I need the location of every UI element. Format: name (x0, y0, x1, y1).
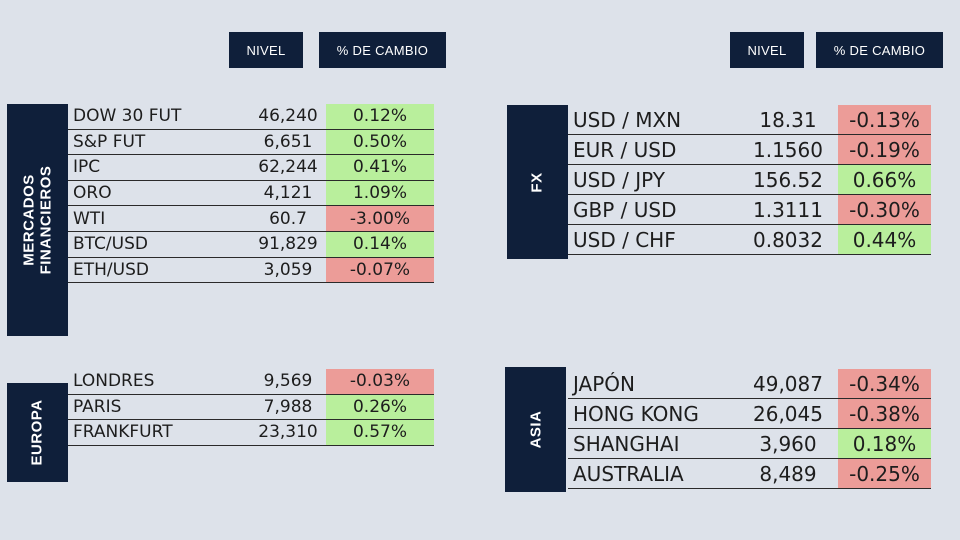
table-row: DOW 30 FUT 46,240 0.12% (68, 104, 434, 130)
ticker-name: JAPÓN (573, 371, 635, 396)
table-row: IPC 62,244 0.41% (68, 155, 434, 181)
section-label-asia: ASIA (505, 367, 566, 492)
table-row: ORO 4,121 1.09% (68, 180, 434, 207)
ticker-change: 0.26% (326, 394, 434, 420)
ticker-level: 0.8032 (753, 227, 823, 252)
ticker-name: BTC/USD (73, 234, 148, 255)
ticker-name: HONG KONG (573, 401, 699, 426)
section-label-asia-text: ASIA (527, 410, 544, 449)
section-label-fx-text: FX (528, 171, 546, 193)
ticker-name: PARIS (73, 396, 122, 417)
ticker-change: -3.00% (326, 206, 434, 231)
ticker-change: 0.44% (838, 225, 931, 254)
table-row: BTC/USD 91,829 0.14% (68, 231, 434, 258)
ticker-change: 0.41% (326, 155, 434, 180)
ticker-change: -0.19% (838, 135, 931, 164)
ticker-name: WTI (73, 208, 106, 229)
ticker-change: 0.50% (326, 129, 434, 155)
ticker-change: 0.12% (326, 104, 434, 129)
ticker-change: -0.38% (838, 399, 931, 428)
ticker-level: 4,121 (263, 183, 313, 204)
ticker-level: 1.1560 (753, 137, 823, 162)
ticker-level: 49,087 (753, 371, 823, 396)
ticker-level: 156.52 (753, 167, 823, 192)
section-label-mercados-text-2: FINANCIEROS (37, 165, 55, 275)
ticker-name: EUR / USD (573, 137, 677, 162)
header-change-left: % DE CAMBIO (319, 32, 446, 68)
table-row: USD / CHF 0.8032 0.44% (568, 225, 931, 255)
table-mercados: DOW 30 FUT 46,240 0.12% S&P FUT 6,651 0.50% IP… (68, 104, 434, 284)
table-row: GBP / USD 1.3111 -0.30% (568, 195, 931, 225)
table-row: JAPÓN 49,087 -0.34% (568, 369, 931, 399)
header-change-right: % DE CAMBIO (816, 32, 943, 68)
table-row: WTI 60.7 -3.00% (68, 206, 434, 232)
table-row: ETH/USD 3,059 -0.07% (68, 257, 434, 284)
table-row: USD / JPY 156.52 0.66% (568, 165, 931, 195)
section-label-europa-text: EUROPA (29, 399, 46, 466)
table-row: HONG KONG 26,045 -0.38% (568, 399, 931, 429)
ticker-name: FRANKFURT (73, 422, 173, 443)
table-row: AUSTRALIA 8,489 -0.25% (568, 459, 931, 489)
table-row: USD / MXN 18.31 -0.13% (568, 105, 931, 135)
table-row: SHANGHAI 3,960 0.18% (568, 429, 931, 459)
ticker-level: 7,988 (263, 396, 313, 417)
ticker-change: -0.03% (326, 369, 434, 394)
ticker-change: 1.09% (326, 180, 434, 206)
ticker-change: 0.66% (838, 165, 931, 194)
section-label-europa: EUROPA (7, 383, 68, 482)
table-europa: LONDRES 9,569 -0.03% PARIS 7,988 0.26% FRANKFU… (68, 369, 434, 446)
ticker-level: 3,059 (263, 259, 313, 280)
ticker-level: 8,489 (759, 461, 817, 486)
ticker-change: -0.30% (838, 195, 931, 224)
table-row: S&P FUT 6,651 0.50% (68, 129, 434, 156)
ticker-level: 18.31 (759, 107, 817, 132)
ticker-level: 26,045 (753, 401, 823, 426)
ticker-level: 91,829 (258, 234, 318, 255)
table-row: PARIS 7,988 0.26% (68, 394, 434, 421)
ticker-change: 0.14% (326, 231, 434, 257)
ticker-name: GBP / USD (573, 197, 677, 222)
table-asia: JAPÓN 49,087 -0.34% HONG KONG 26,045 -0.38% SH… (568, 369, 931, 489)
ticker-level: 60.7 (269, 208, 307, 229)
ticker-name: DOW 30 FUT (73, 106, 182, 127)
ticker-name: USD / MXN (573, 107, 682, 132)
ticker-change: 0.57% (326, 420, 434, 445)
ticker-name: LONDRES (73, 371, 155, 392)
table-row: FRANKFURT 23,310 0.57% (68, 420, 434, 446)
ticker-level: 9,569 (263, 371, 313, 392)
ticker-level: 62,244 (258, 157, 318, 178)
ticker-change: -0.07% (326, 257, 434, 283)
header-level-left: NIVEL (229, 32, 303, 68)
ticker-change: -0.25% (838, 459, 931, 488)
ticker-name: ORO (73, 183, 112, 204)
header-level-right: NIVEL (730, 32, 804, 68)
ticker-name: IPC (73, 157, 101, 178)
ticker-level: 1.3111 (753, 197, 823, 222)
ticker-level: 23,310 (258, 422, 318, 443)
table-fx: USD / MXN 18.31 -0.13% EUR / USD 1.1560 -0.19… (568, 105, 931, 255)
ticker-change: -0.34% (838, 369, 931, 398)
section-label-mercados: MERCADOS FINANCIEROS (7, 104, 68, 336)
ticker-name: S&P FUT (73, 131, 146, 152)
ticker-name: SHANGHAI (573, 431, 680, 456)
ticker-change: 0.18% (838, 429, 931, 458)
table-row: EUR / USD 1.1560 -0.19% (568, 135, 931, 165)
ticker-name: USD / CHF (573, 227, 676, 252)
section-label-mercados-text: MERCADOS (20, 174, 38, 266)
ticker-name: AUSTRALIA (573, 461, 684, 486)
ticker-name: USD / JPY (573, 167, 665, 192)
ticker-level: 3,960 (759, 431, 817, 456)
table-row: LONDRES 9,569 -0.03% (68, 369, 434, 395)
ticker-level: 6,651 (263, 131, 313, 152)
ticker-level: 46,240 (258, 106, 318, 127)
ticker-change: -0.13% (838, 105, 931, 134)
section-label-fx: FX (507, 105, 568, 259)
ticker-name: ETH/USD (73, 259, 149, 280)
